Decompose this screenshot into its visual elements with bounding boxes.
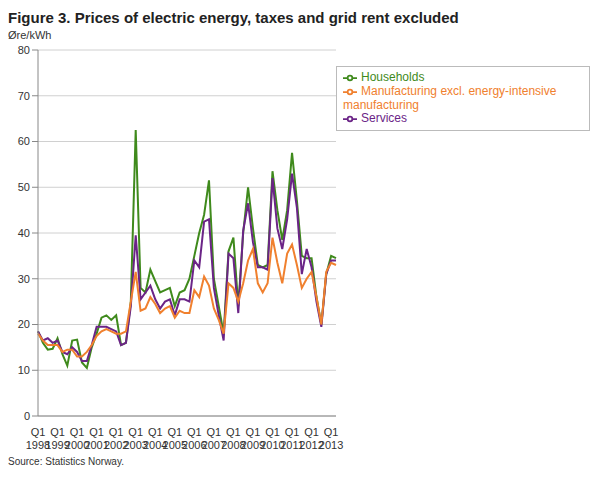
svg-text:30: 30 <box>18 273 30 285</box>
html-text:2009: 2009 <box>240 439 266 451</box>
html-text:2011: 2011 <box>280 439 304 451</box>
html-text:Source: Statistics Norway.: Source: Statistics Norway. <box>8 456 124 467</box>
svg-text:Q12013: Q12013 <box>319 426 343 451</box>
svg-text:60: 60 <box>18 135 30 147</box>
html-text:Q1: Q1 <box>50 426 65 438</box>
svg-text:20: 20 <box>18 318 30 330</box>
html-text:2001: 2001 <box>84 439 109 451</box>
html-text:Figure 3. Prices of electric e: Figure 3. Prices of electric energy, tax… <box>8 9 459 26</box>
html-text:2012: 2012 <box>299 439 324 451</box>
html-text:2002: 2002 <box>103 439 129 451</box>
html-text:Q1: Q1 <box>167 426 183 438</box>
html-text:Q1: Q1 <box>304 426 319 438</box>
html-text:Q1: Q1 <box>265 426 280 438</box>
html-text:2006: 2006 <box>182 439 207 451</box>
svg-text:0: 0 <box>24 410 30 422</box>
html-text:Q1: Q1 <box>128 426 143 438</box>
html-text:1999: 1999 <box>45 439 70 451</box>
html-text:2010: 2010 <box>260 439 285 451</box>
svg-text:10: 10 <box>18 364 30 376</box>
html-text:2007: 2007 <box>201 439 227 451</box>
html-text:2005: 2005 <box>162 439 187 451</box>
html-text:2008: 2008 <box>221 439 246 451</box>
html-text:Q1: Q1 <box>187 426 202 438</box>
html-text:Q1: Q1 <box>147 426 163 438</box>
html-text:2004: 2004 <box>143 439 168 451</box>
html-text:2003: 2003 <box>123 439 148 451</box>
html-text:Q1: Q1 <box>69 426 85 438</box>
html-text:Households: Households <box>361 70 425 85</box>
svg-text:80: 80 <box>18 44 30 56</box>
html-text:Manufacturing excl. energy-int: Manufacturing excl. energy-intensive man… <box>343 84 557 112</box>
html-text:Q1: Q1 <box>284 426 300 438</box>
html-text:Q1: Q1 <box>89 426 104 438</box>
html-text:Q1: Q1 <box>30 426 46 438</box>
html-text:2000: 2000 <box>64 439 90 451</box>
html-text:Q1: Q1 <box>226 426 241 438</box>
html-text:1998: 1998 <box>25 439 51 451</box>
svg-text:50: 50 <box>18 181 30 193</box>
html-text:Q1: Q1 <box>245 426 261 438</box>
svg-text:70: 70 <box>18 90 30 102</box>
html-text:Q1: Q1 <box>206 426 222 438</box>
svg-text:40: 40 <box>18 227 30 239</box>
html-text:Øre/kWh: Øre/kWh <box>8 29 52 41</box>
html-text:Q1: Q1 <box>108 426 124 438</box>
html-text:Services: Services <box>361 111 407 126</box>
